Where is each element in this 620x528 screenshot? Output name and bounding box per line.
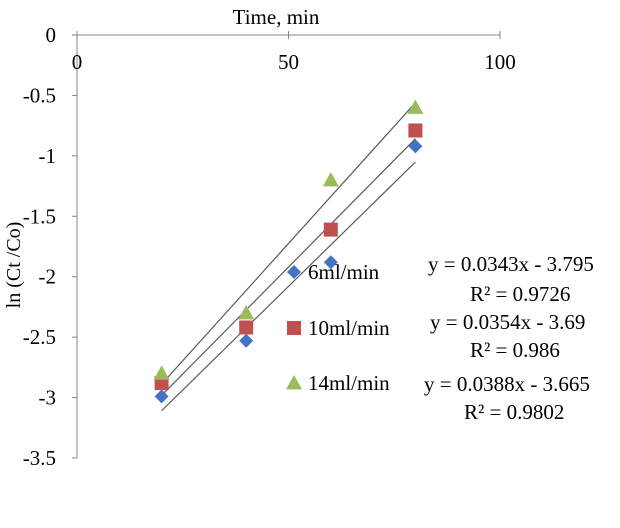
trendline-10ml-min (161, 138, 416, 396)
data-point (408, 123, 423, 138)
data-point (322, 172, 339, 187)
trendline-r-squared: R² = 0.9802 (464, 400, 564, 424)
y-tick-label: 0 (46, 23, 57, 47)
y-axis-title: ln (Ct /Co) (3, 222, 25, 309)
chart-axes: 0 50 100 0 -0.5 -1 -1.5 -2 -2.5 -3 -3.5 (23, 23, 516, 470)
trendline-equations: y = 0.0343x - 3.795 R² = 0.9726 y = 0.0354… (424, 252, 594, 424)
y-tick-label: -1 (39, 144, 57, 168)
y-tick-label: -2.5 (23, 325, 56, 349)
data-point (153, 365, 170, 380)
legend-marker (286, 375, 302, 390)
data-point (407, 99, 424, 114)
data-point (238, 304, 255, 320)
legend-marker (287, 321, 301, 335)
trendline-equation: y = 0.0354x - 3.69 (430, 310, 585, 334)
data-point (323, 255, 338, 270)
trendline-equation: y = 0.0343x - 3.795 (428, 252, 594, 276)
legend-label: 14ml/min (308, 371, 390, 395)
legend-marker (287, 265, 301, 279)
y-tick-label: -0.5 (23, 83, 56, 107)
y-tick-label: -1.5 (23, 204, 56, 228)
data-point (154, 389, 169, 404)
data-point (239, 320, 254, 335)
x-tick-label: 100 (484, 50, 516, 74)
data-points (153, 99, 424, 404)
trendlines (161, 102, 416, 412)
trendline-r-squared: R² = 0.9726 (470, 282, 570, 306)
trendline-14ml-min (161, 102, 416, 385)
trendline-6ml-min (161, 161, 416, 412)
data-point (323, 222, 338, 237)
x-tick-label: 50 (278, 50, 299, 74)
y-tick-label: -3.5 (23, 446, 56, 470)
x-tick-label: 0 (72, 50, 83, 74)
trendline-equation: y = 0.0388x - 3.665 (424, 372, 590, 396)
legend: 6ml/min 10ml/min 14ml/min (286, 260, 390, 395)
x-axis-title: Time, min (233, 5, 320, 29)
legend-label: 6ml/min (308, 260, 380, 284)
data-point (239, 333, 254, 348)
data-point (408, 139, 423, 154)
trendline-r-squared: R² = 0.986 (470, 338, 560, 362)
y-tick-label: -3 (39, 386, 57, 410)
y-tick-label: -2 (39, 265, 57, 289)
legend-label: 10ml/min (308, 316, 390, 340)
